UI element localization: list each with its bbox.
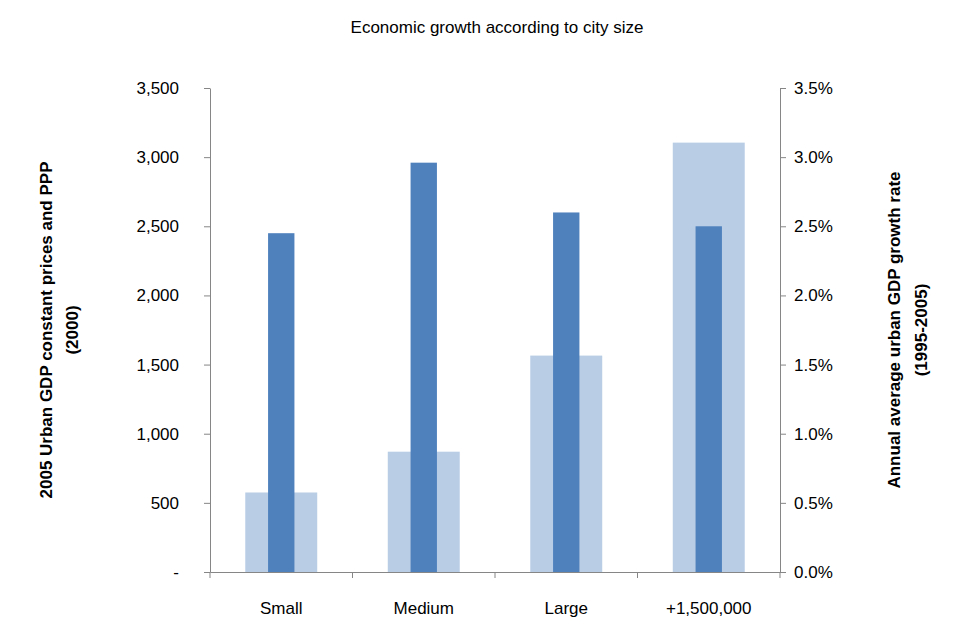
- tick: 1.5%: [780, 356, 833, 375]
- category-separator: [780, 572, 781, 578]
- tick-mark: [204, 365, 210, 366]
- tick: 3.0%: [780, 148, 833, 167]
- bars: [245, 143, 744, 572]
- tick: 0.0%: [780, 563, 833, 582]
- bar: [411, 163, 437, 572]
- tick: 500: [151, 494, 210, 513]
- tick-label: 1,000: [136, 425, 179, 444]
- tick: 2.5%: [780, 217, 833, 236]
- bar: [673, 143, 745, 572]
- category-separator: [210, 572, 211, 578]
- tick: 1.0%: [780, 425, 833, 444]
- tick-label: 0.0%: [794, 563, 833, 582]
- tick-mark: [204, 572, 210, 573]
- tick-label: -: [173, 563, 179, 582]
- tick-mark: [780, 434, 786, 435]
- tick-mark: [780, 503, 786, 504]
- tick-label: 1.5%: [794, 356, 833, 375]
- tick: 3.5%: [780, 79, 833, 98]
- bar: [553, 212, 579, 572]
- category-separator: [352, 572, 353, 578]
- tick-label: 2.5%: [794, 217, 833, 236]
- tick-label: 1.0%: [794, 425, 833, 444]
- tick-label: Large: [545, 599, 588, 618]
- tick-label: 2,500: [136, 217, 179, 236]
- tick-label: 3,500: [136, 79, 179, 98]
- tick: 2.0%: [780, 286, 833, 305]
- tick: Small: [260, 599, 303, 618]
- tick-mark: [780, 572, 786, 573]
- tick: Medium: [394, 599, 454, 618]
- tick-label: 500: [151, 494, 179, 513]
- tick-label: 0.5%: [794, 494, 833, 513]
- tick-label: 2,000: [136, 286, 179, 305]
- tick-mark: [780, 365, 786, 366]
- tick-mark: [204, 503, 210, 504]
- tick-mark: [204, 157, 210, 158]
- chart: Economic growth according to city size - 5…: [0, 0, 968, 640]
- x-axis: Small Medium Large +1,500,000: [211, 573, 781, 619]
- tick: 0.5%: [780, 494, 833, 513]
- tick-mark: [780, 157, 786, 158]
- category-separator: [637, 572, 638, 578]
- tick-label: 3.5%: [794, 79, 833, 98]
- y2-axis: 0.0% 0.5% 1.0% 1.5% 2.0% 2.5% 3.0% 3.5%: [780, 79, 833, 582]
- bar: [696, 226, 722, 572]
- tick-mark: [204, 295, 210, 296]
- tick-label: 3.0%: [794, 148, 833, 167]
- axis-line: [780, 89, 781, 573]
- axis-title: 2005 Urban GDP constant prices and PPP: [37, 162, 56, 499]
- tick: 2,500: [136, 217, 210, 236]
- tick: 3,500: [136, 79, 210, 98]
- tick-label: Small: [260, 599, 303, 618]
- tick-label: +1,500,000: [666, 599, 752, 618]
- axis-title: (2000): [63, 305, 82, 354]
- tick-mark: [780, 88, 786, 89]
- tick-label: 1,500: [136, 356, 179, 375]
- tick-mark: [204, 434, 210, 435]
- axis-line: [210, 89, 211, 573]
- bar: [268, 233, 294, 572]
- axis-title: (1995-2005): [912, 284, 931, 377]
- tick: 2,000: [136, 286, 210, 305]
- tick-label: 3,000: [136, 148, 179, 167]
- tick: 1,500: [136, 356, 210, 375]
- tick: 3,000: [136, 148, 210, 167]
- tick-mark: [204, 226, 210, 227]
- tick-mark: [780, 295, 786, 296]
- tick-label: 2.0%: [794, 286, 833, 305]
- axis-title: Annual average urban GDP growth rate: [885, 171, 904, 488]
- y-axis: - 500 1,000 1,500 2,000 2,500 3,000 3,500: [136, 79, 210, 582]
- tick: Large: [545, 599, 588, 618]
- tick: 1,000: [136, 425, 210, 444]
- tick-label: Medium: [394, 599, 454, 618]
- title: Economic growth according to city size: [351, 18, 644, 37]
- tick: -: [173, 563, 210, 582]
- tick-mark: [204, 88, 210, 89]
- tick: +1,500,000: [666, 599, 752, 618]
- tick-mark: [780, 226, 786, 227]
- category-separator: [495, 572, 496, 578]
